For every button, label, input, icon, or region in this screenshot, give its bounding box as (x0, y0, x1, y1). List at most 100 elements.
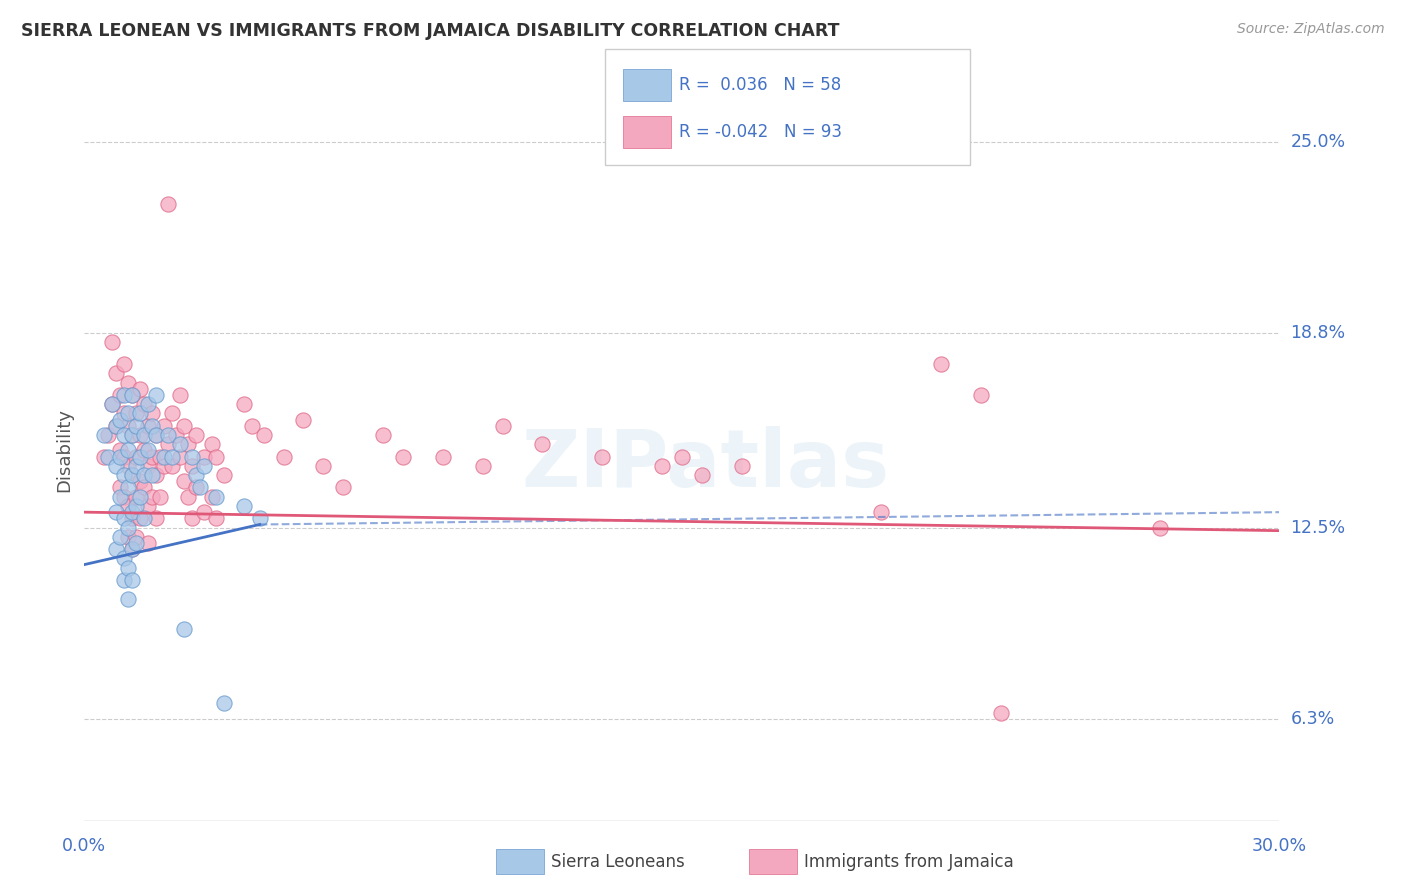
Point (117, 376, 139, 390)
Text: ZIPatlas: ZIPatlas (522, 426, 890, 504)
Point (731, 458, 754, 473)
Point (121, 511, 143, 525)
Point (492, 418, 515, 433)
Point (121, 542, 143, 557)
Point (205, 511, 228, 525)
Point (93, 428, 115, 442)
Point (97, 428, 120, 442)
Point (531, 437, 554, 451)
Point (101, 335, 124, 350)
Point (160, 450, 183, 464)
Point (129, 475, 152, 489)
Point (112, 357, 135, 371)
Point (1149, 520, 1171, 534)
Point (177, 490, 200, 504)
Point (110, 490, 132, 504)
Point (117, 458, 139, 473)
Point (105, 505, 128, 519)
Point (312, 458, 335, 473)
Point (112, 551, 135, 566)
Point (651, 458, 673, 473)
Point (870, 505, 893, 519)
Point (136, 397, 159, 411)
Y-axis label: Disability: Disability (55, 409, 73, 492)
Point (112, 468, 135, 483)
Point (232, 499, 254, 513)
Point (240, 418, 263, 433)
Point (392, 450, 415, 464)
Point (141, 468, 163, 483)
Point (117, 530, 139, 544)
Point (201, 437, 224, 451)
Text: R = -0.042   N = 93: R = -0.042 N = 93 (679, 123, 842, 141)
Point (121, 388, 143, 402)
Point (132, 511, 156, 525)
Point (112, 407, 135, 421)
Point (157, 428, 180, 442)
Point (929, 357, 952, 371)
Point (249, 511, 271, 525)
Point (173, 475, 195, 489)
Point (136, 418, 159, 433)
Point (125, 407, 148, 421)
Point (125, 530, 148, 544)
Point (110, 450, 132, 464)
Point (181, 458, 204, 473)
Point (177, 437, 200, 451)
Point (141, 450, 163, 464)
Point (97, 450, 120, 464)
Point (112, 428, 135, 442)
Text: 25.0%: 25.0% (1291, 133, 1346, 151)
Point (160, 458, 183, 473)
Point (149, 450, 172, 464)
Point (125, 450, 148, 464)
Point (132, 428, 156, 442)
Point (136, 458, 159, 473)
Point (101, 397, 124, 411)
Point (671, 450, 693, 464)
Text: Sierra Leoneans: Sierra Leoneans (551, 853, 685, 871)
Point (112, 450, 135, 464)
Point (141, 490, 163, 504)
Text: 6.3%: 6.3% (1291, 710, 1334, 728)
Point (253, 428, 276, 442)
Point (121, 505, 143, 519)
Point (232, 397, 254, 411)
Point (129, 382, 152, 396)
Point (181, 511, 204, 525)
Point (292, 412, 315, 426)
Point (145, 388, 167, 402)
Point (373, 428, 395, 442)
Point (141, 418, 163, 433)
Point (112, 511, 135, 525)
Point (117, 407, 139, 421)
Point (105, 418, 128, 433)
Point (121, 573, 143, 587)
Point (332, 480, 354, 494)
Point (153, 458, 176, 473)
Point (117, 480, 139, 494)
Point (132, 480, 156, 494)
Point (93, 450, 115, 464)
Point (125, 536, 148, 550)
Point (117, 418, 139, 433)
Point (110, 443, 132, 458)
Point (121, 468, 143, 483)
Point (205, 450, 228, 464)
Point (125, 458, 148, 473)
Point (121, 388, 143, 402)
Point (690, 468, 713, 483)
Point (129, 490, 152, 504)
Point (160, 407, 183, 421)
Point (129, 428, 152, 442)
Point (149, 490, 172, 504)
Point (136, 499, 159, 513)
Point (121, 468, 143, 483)
Point (121, 428, 143, 442)
Text: 0.0%: 0.0% (62, 838, 107, 855)
Point (153, 450, 176, 464)
Point (105, 542, 128, 557)
Point (105, 367, 128, 381)
Point (157, 437, 180, 451)
Point (145, 428, 167, 442)
